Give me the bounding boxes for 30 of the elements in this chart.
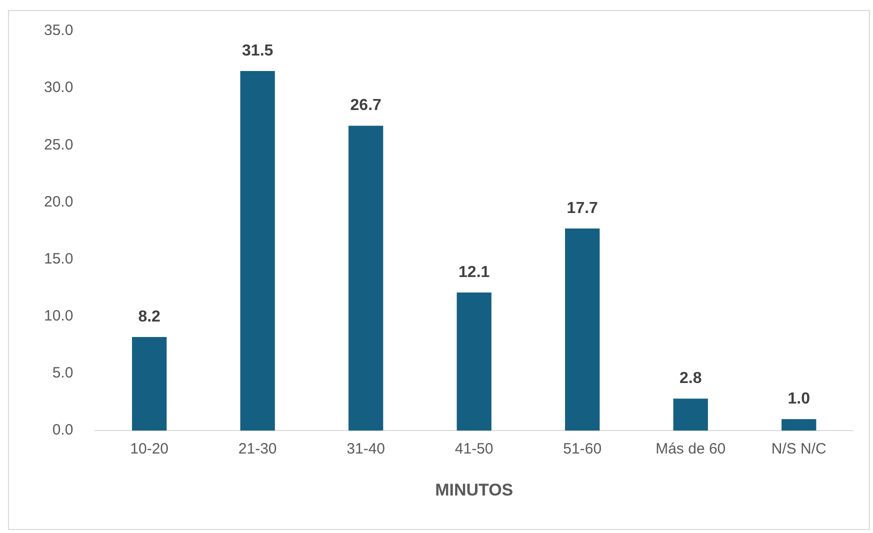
data-label: 2.8	[679, 370, 702, 388]
y-tick-label: 5.0	[52, 364, 74, 382]
x-tick-label: 31-40	[346, 440, 386, 458]
y-tick-label: 10.0	[44, 308, 74, 325]
data-label: 17.7	[566, 200, 598, 217]
data-label: 12.1	[458, 264, 490, 281]
x-tick-label: 51-60	[563, 440, 602, 458]
data-label: 31.5	[242, 42, 274, 60]
data-label: 26.7	[350, 97, 382, 114]
bar	[456, 292, 492, 431]
x-tick-label: 21-30	[238, 440, 277, 458]
x-tick-label: 10-20	[130, 440, 169, 458]
data-label: 1.0	[788, 390, 810, 408]
y-tick-label: 0.0	[52, 422, 74, 439]
y-tick-label: 20.0	[44, 193, 74, 210]
x-tick-label: N/S N/C	[771, 440, 827, 458]
y-tick-label: 15.0	[44, 250, 74, 268]
bar	[240, 70, 275, 431]
bar	[782, 419, 816, 431]
x-tick-label: Más de 60	[656, 440, 726, 458]
bar	[673, 398, 708, 431]
data-label: 8.2	[138, 308, 161, 326]
x-axis-title: MINUTOS	[435, 480, 514, 500]
y-tick-label: 35.0	[44, 22, 74, 40]
bar	[132, 336, 167, 431]
bar	[348, 126, 384, 431]
y-tick-label: 25.0	[44, 136, 74, 154]
y-tick-label: 30.0	[44, 79, 74, 96]
x-tick-label: 41-50	[454, 440, 494, 458]
bar	[565, 228, 600, 431]
